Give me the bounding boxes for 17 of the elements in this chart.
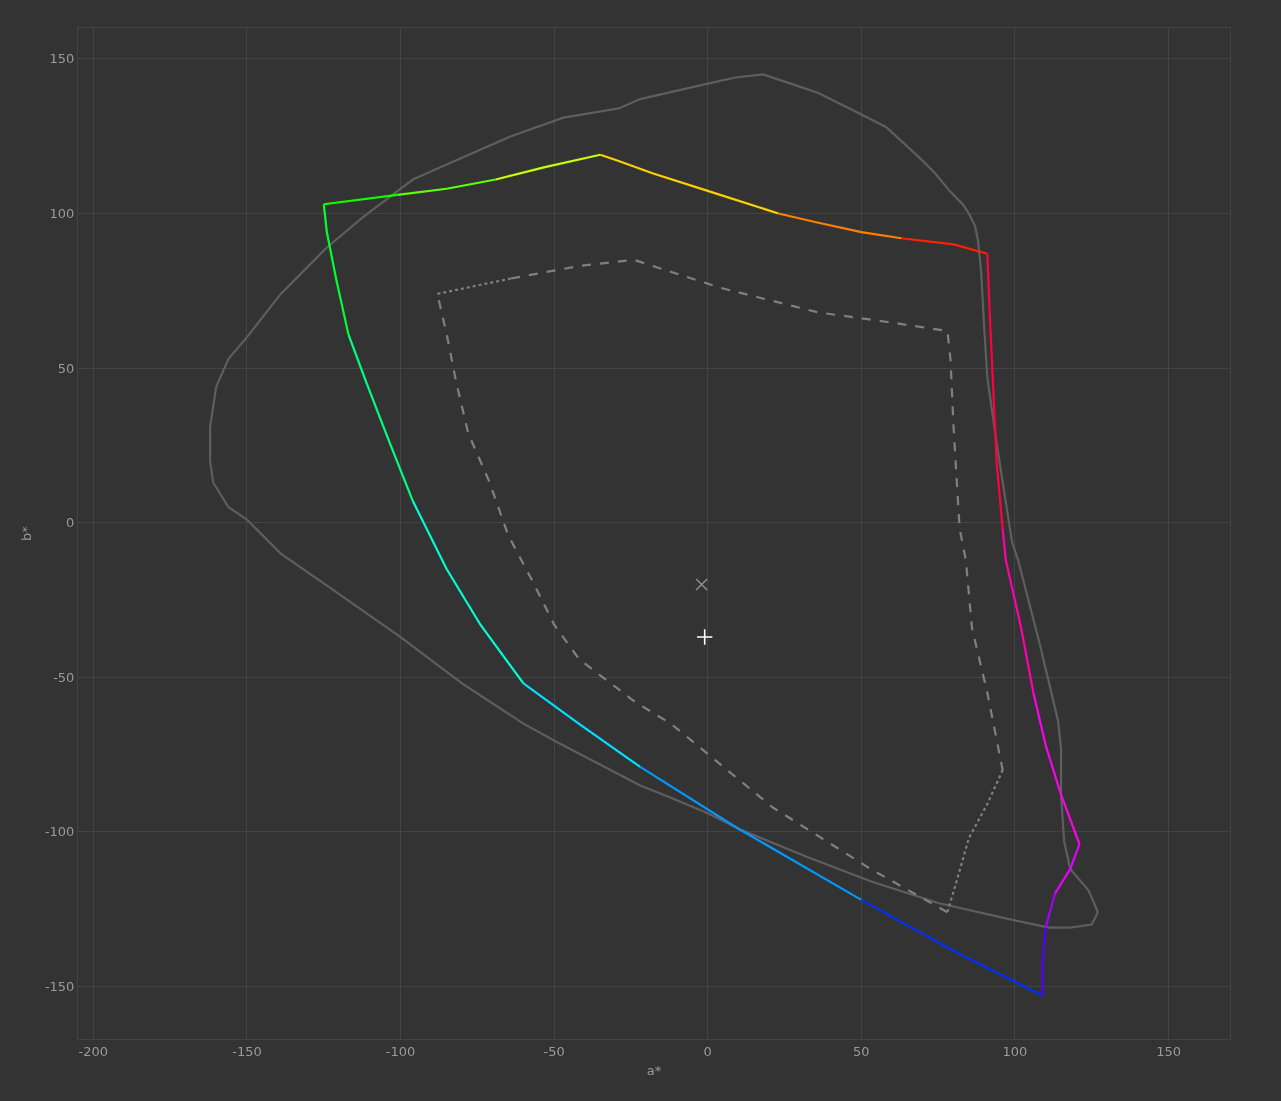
x-tick-label: 100 (1002, 1043, 1028, 1059)
x-tick-label: 0 (703, 1043, 712, 1059)
x-tick-label: -200 (78, 1043, 109, 1059)
x-tick-label: -150 (232, 1043, 262, 1059)
y-tick-label: 100 (49, 206, 75, 222)
x-tick-label: 150 (1156, 1043, 1181, 1059)
y-tick-label: 50 (57, 360, 75, 376)
y-tick-label: 0 (66, 515, 75, 531)
x-tick-label: -50 (543, 1043, 565, 1059)
y-tick-label: -150 (44, 978, 75, 994)
x-tick-label: 50 (853, 1043, 870, 1059)
y-tick-label: -100 (44, 824, 75, 840)
x-tick-label: -100 (385, 1043, 416, 1059)
y-tick-label: -50 (53, 669, 75, 685)
y-tick-label: 150 (49, 51, 75, 67)
y-axis-title: b* (18, 525, 34, 541)
x-axis-title: a* (646, 1063, 662, 1079)
